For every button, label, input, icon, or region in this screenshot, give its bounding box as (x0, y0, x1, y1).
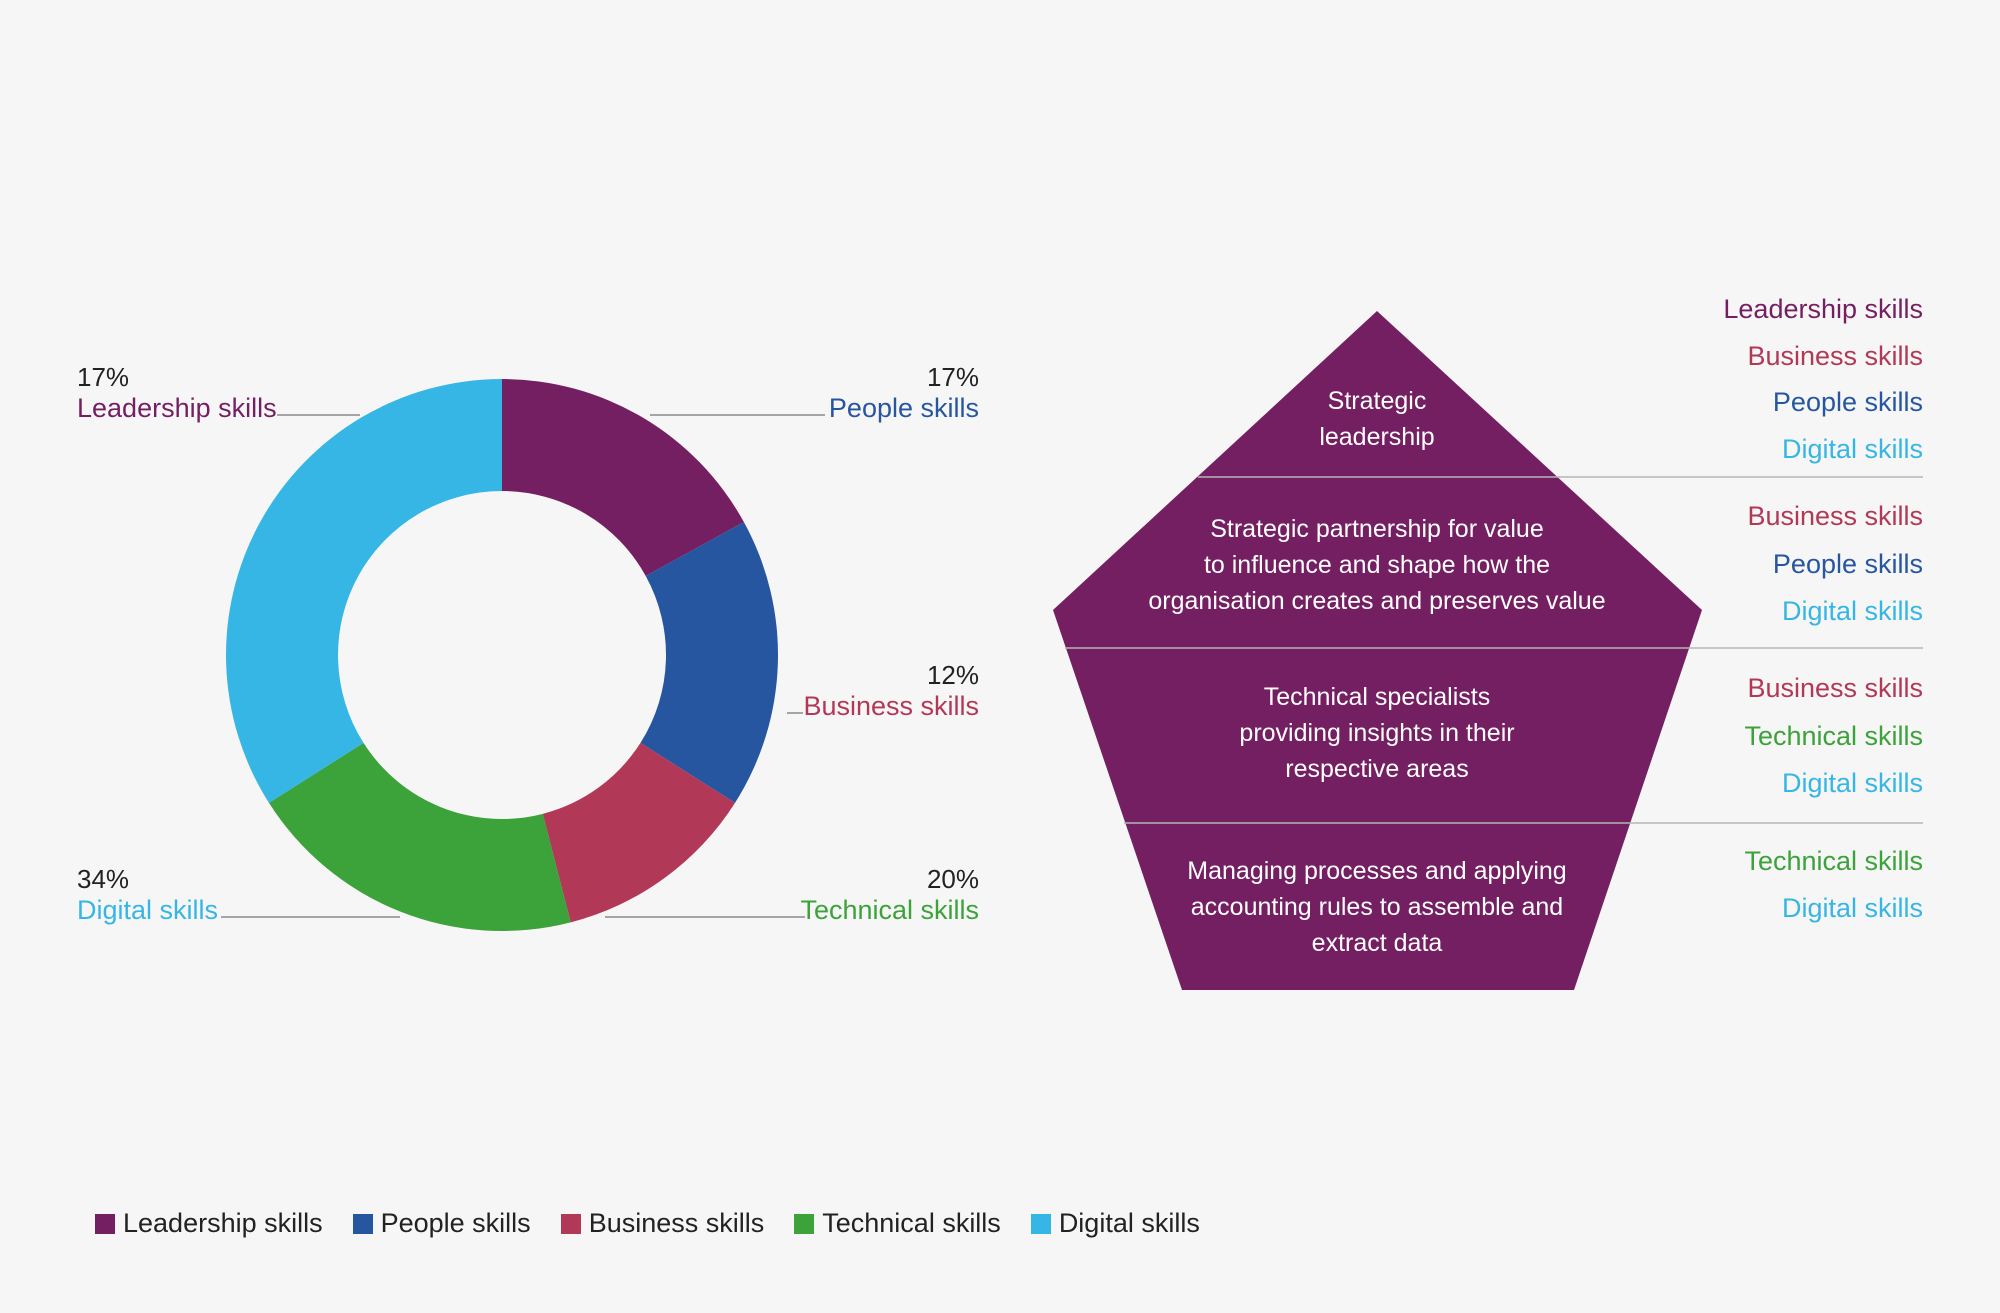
level-1-skill-business: Business skills (1747, 341, 1923, 371)
legend-label: Leadership skills (123, 1208, 323, 1238)
legend-swatch (95, 1213, 115, 1234)
pentagon-shape (1053, 311, 1702, 990)
legend-swatch (1030, 1213, 1051, 1234)
level-4-text-line: extract data (1312, 929, 1443, 957)
donut-slice-leadership (502, 379, 744, 576)
donut-value-digital: 34% (77, 864, 129, 894)
legend-swatch (352, 1213, 373, 1234)
level-4-text-line: accounting rules to assemble and (1191, 893, 1563, 921)
donut-slice-digital (226, 379, 502, 803)
skills-pentagon: Strategic leadership Strategic partnership… (1053, 311, 1923, 990)
donut-value-leadership: 17% (77, 362, 129, 392)
level-2-skill-business: Business skills (1747, 501, 1923, 531)
donut-value-people: 17% (927, 362, 979, 392)
legend-swatch (794, 1213, 815, 1234)
level-2-text-line: organisation creates and preserves value (1148, 587, 1605, 615)
level-3-text-line: respective areas (1285, 755, 1468, 783)
legend: Leadership skills People skills Business… (95, 1208, 1200, 1239)
legend-item-business: Business skills (560, 1208, 765, 1239)
legend-label: Digital skills (1058, 1208, 1200, 1238)
level-2-text-line: Strategic partnership for value (1210, 515, 1544, 543)
donut-slices (226, 379, 778, 931)
level-3-skill-business: Business skills (1747, 673, 1923, 703)
donut-slice-technical (268, 742, 571, 931)
level-3-text-line: Technical specialists (1264, 683, 1491, 711)
level-1-skill-people: People skills (1773, 387, 1923, 417)
legend-label: People skills (380, 1208, 531, 1238)
legend-item-digital: Digital skills (1030, 1208, 1200, 1239)
level-2-skill-digital: Digital skills (1782, 596, 1923, 626)
level-1-skill-digital: Digital skills (1782, 434, 1923, 464)
level-1-text-line: leadership (1319, 423, 1434, 451)
legend-label: Technical skills (822, 1208, 1001, 1238)
level-3-skill-digital: Digital skills (1782, 768, 1923, 798)
donut-slice-business (542, 742, 736, 923)
pentagon-skill-lists: Leadership skills Business skills People s… (1723, 294, 1923, 923)
level-1-skill-leadership: Leadership skills (1723, 294, 1923, 324)
level-3-skill-technical: Technical skills (1744, 721, 1923, 751)
level-2-skill-people: People skills (1773, 549, 1923, 579)
donut-label-technical: Technical skills (800, 895, 979, 925)
donut-label-people: People skills (829, 393, 979, 423)
legend-swatch (560, 1213, 581, 1234)
donut-label-business: Business skills (803, 691, 979, 721)
level-4-text-line: Managing processes and applying (1187, 857, 1566, 885)
donut-value-technical: 20% (927, 864, 979, 894)
level-1-text-line: Strategic (1328, 387, 1427, 415)
level-3-text-line: providing insights in their (1239, 719, 1514, 747)
donut-label-leadership: Leadership skills (77, 393, 277, 423)
level-4-skill-digital: Digital skills (1782, 893, 1923, 923)
legend-item-people: People skills (352, 1208, 531, 1239)
donut-label-digital: Digital skills (77, 895, 218, 925)
legend-item-leadership: Leadership skills (95, 1208, 323, 1239)
level-4-skill-technical: Technical skills (1744, 846, 1923, 876)
legend-label: Business skills (588, 1208, 765, 1238)
legend-item-technical: Technical skills (794, 1208, 1001, 1239)
level-2-text-line: to influence and shape how the (1204, 551, 1550, 579)
donut-slice-people (640, 522, 778, 803)
donut-value-business: 12% (927, 660, 979, 690)
